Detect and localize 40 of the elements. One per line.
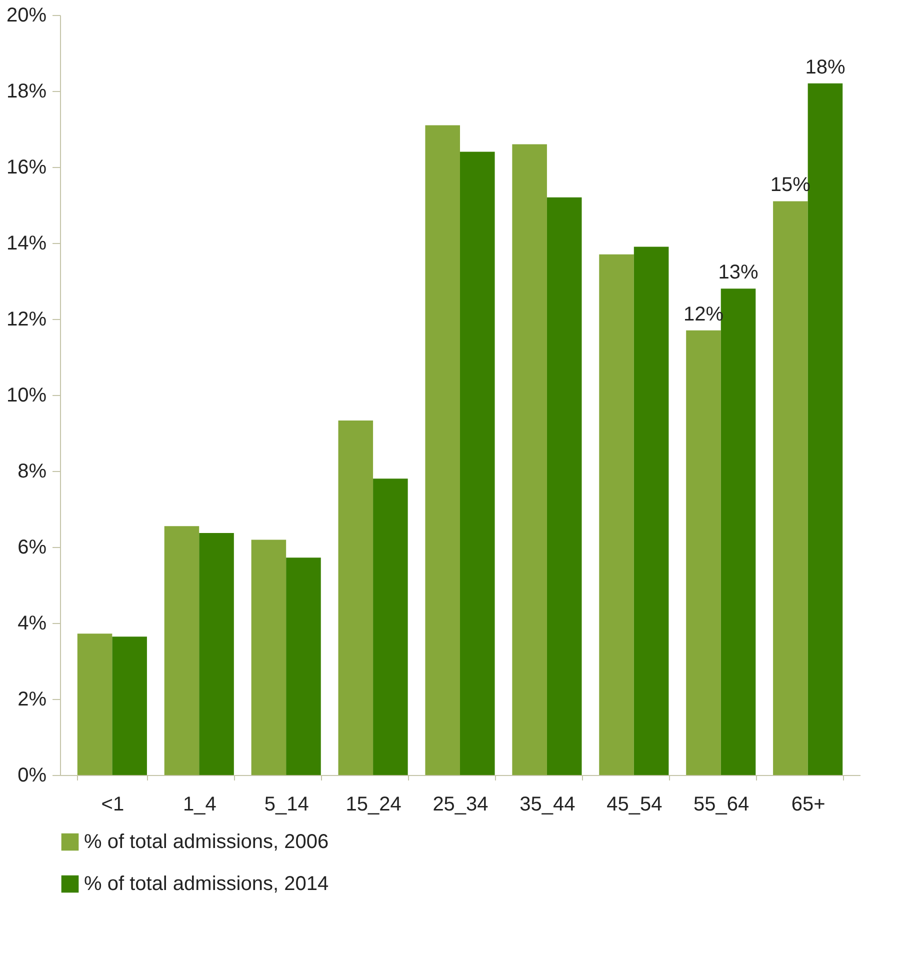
bar bbox=[599, 254, 634, 775]
y-tick-label: 20% bbox=[6, 4, 47, 26]
bar bbox=[164, 526, 200, 775]
y-tick-label: 8% bbox=[18, 460, 47, 482]
bar bbox=[112, 636, 147, 775]
y-tick-label: 2% bbox=[18, 688, 47, 710]
bar bbox=[546, 197, 582, 775]
bar bbox=[373, 478, 408, 775]
y-tick-label: 12% bbox=[6, 308, 47, 330]
x-tick-label: <1 bbox=[101, 794, 124, 816]
x-tick-label: 55_64 bbox=[694, 794, 750, 816]
x-tick-label: 35_44 bbox=[520, 794, 576, 816]
bar bbox=[773, 201, 808, 775]
bar bbox=[512, 144, 547, 775]
x-tick-label: 65+ bbox=[791, 794, 826, 816]
bar bbox=[460, 152, 495, 775]
x-tick-label: 45_54 bbox=[606, 794, 662, 816]
x-tick-label: 5_14 bbox=[264, 794, 309, 816]
bar bbox=[77, 634, 112, 775]
data-label: 13% bbox=[718, 262, 758, 284]
bar bbox=[286, 558, 321, 775]
x-tick-label: 25_34 bbox=[432, 794, 488, 816]
y-tick-label: 14% bbox=[6, 232, 47, 254]
bar bbox=[199, 532, 234, 775]
y-tick-label: 18% bbox=[6, 80, 47, 102]
bar bbox=[686, 330, 721, 775]
y-tick-label: 6% bbox=[18, 536, 47, 558]
bar bbox=[251, 540, 286, 775]
y-tick-label: 16% bbox=[6, 156, 47, 178]
y-tick-label: 4% bbox=[18, 612, 47, 634]
bar bbox=[634, 246, 669, 775]
bar bbox=[425, 125, 460, 775]
y-tick-label: 0% bbox=[18, 764, 47, 786]
legend-label: % of total admissions, 2006 bbox=[84, 831, 329, 853]
y-tick-label: 10% bbox=[6, 384, 47, 406]
data-label: 18% bbox=[805, 56, 846, 78]
bar bbox=[338, 420, 374, 775]
x-tick-label: 15_24 bbox=[346, 794, 402, 816]
x-tick-label: 1_4 bbox=[182, 794, 216, 816]
legend-label: % of total admissions, 2014 bbox=[84, 873, 329, 895]
